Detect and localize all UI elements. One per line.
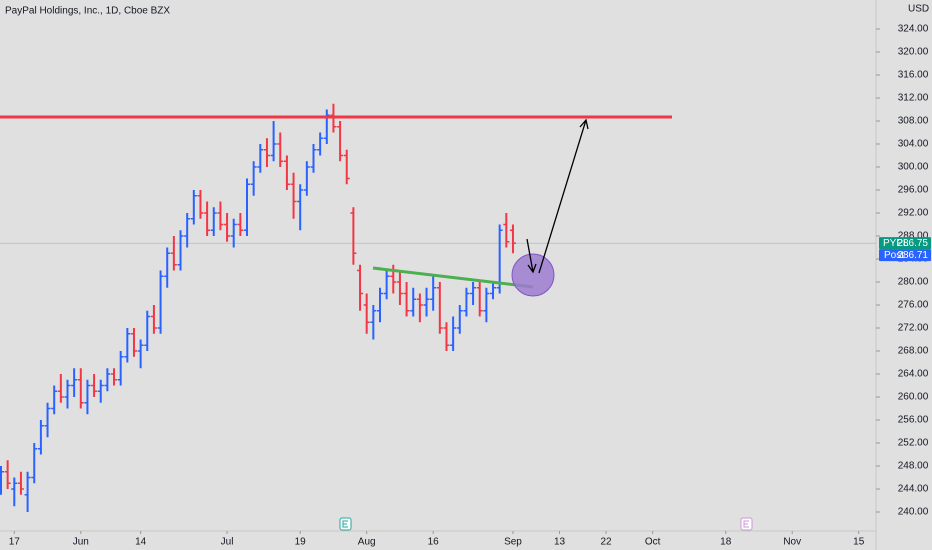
post-name: Post xyxy=(884,250,904,261)
y-tick-label: 244.00 xyxy=(898,484,929,495)
price-tag xyxy=(879,237,931,250)
chart-title: PayPal Holdings, Inc., 1D, Cboe BZX xyxy=(5,6,170,17)
post-price: 286.71 xyxy=(897,250,928,261)
y-tick-label: 252.00 xyxy=(898,438,929,449)
y-tick-label: 248.00 xyxy=(898,461,929,472)
arrow xyxy=(538,118,589,274)
y-tick-label: 320.00 xyxy=(898,47,929,58)
earnings-glyph xyxy=(743,520,749,528)
y-tick-label: 264.00 xyxy=(898,369,929,380)
y-tick-label: 308.00 xyxy=(898,116,929,127)
x-tick-label: Jun xyxy=(73,537,89,548)
x-tick-label: Nov xyxy=(783,537,801,548)
y-tick-label: 260.00 xyxy=(898,392,929,403)
symbol-label: PYPL xyxy=(883,238,909,249)
currency: USD xyxy=(908,4,929,15)
y-tick-label: 300.00 xyxy=(898,162,929,173)
x-tick-label: 19 xyxy=(295,537,307,548)
x-tick-label: 15 xyxy=(853,537,865,548)
x-tick-label: Sep xyxy=(504,537,522,548)
y-tick-label: 316.00 xyxy=(898,70,929,81)
x-tick-label: Oct xyxy=(645,537,661,548)
price-label: 286.75 xyxy=(897,238,928,249)
x-tick-label: 18 xyxy=(720,537,732,548)
y-tick-label: 280.00 xyxy=(898,277,929,288)
plot: 240.00 244.00 248.00 252.00 256.00 260.00 264.… xyxy=(0,24,929,548)
x-tick-label: 22 xyxy=(600,537,612,548)
x-tick-label: 13 xyxy=(554,537,566,548)
post-tag xyxy=(879,249,931,262)
y-tick-label: 312.00 xyxy=(898,93,929,104)
x-tick-label: 14 xyxy=(135,537,147,548)
x-tick-label: Aug xyxy=(358,537,376,548)
y-tick-label: 292.00 xyxy=(898,208,929,219)
y-tick-label: 304.00 xyxy=(898,139,929,150)
trend-line xyxy=(372,266,534,289)
y-tick-label: 256.00 xyxy=(898,415,929,426)
y-tick-label: 268.00 xyxy=(898,346,929,357)
y-tick-label: 272.00 xyxy=(898,323,929,334)
highlight-circle xyxy=(511,253,555,297)
x-tick-label: Jul xyxy=(221,537,234,548)
y-tick-label: 324.00 xyxy=(898,24,929,35)
y-tick-label: 288.00 xyxy=(898,231,929,242)
y-tick-label: 296.00 xyxy=(898,185,929,196)
y-tick-label: 240.00 xyxy=(898,507,929,518)
y-tick-label: 276.00 xyxy=(898,300,929,311)
earnings-glyph xyxy=(342,520,348,528)
x-tick-label: 17 xyxy=(9,537,21,548)
arrow xyxy=(526,238,537,274)
x-tick-label: 16 xyxy=(428,537,440,548)
